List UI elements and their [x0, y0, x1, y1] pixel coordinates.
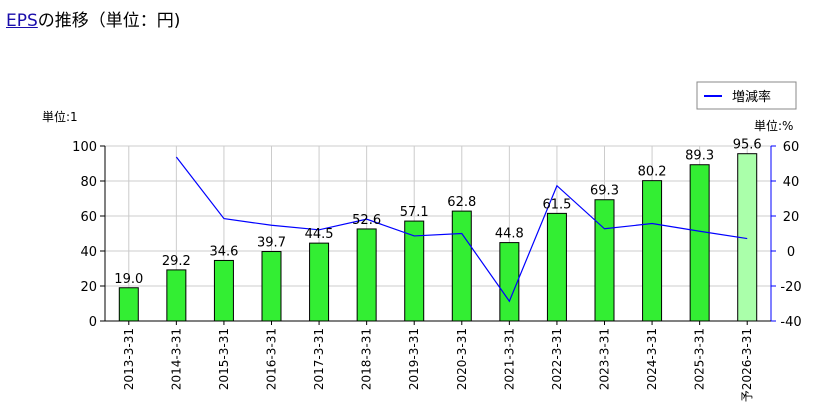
- left-tick-label: 0: [89, 315, 97, 330]
- left-tick-label: 80: [80, 175, 97, 190]
- legend: 増減率: [696, 81, 797, 110]
- bar: [689, 164, 710, 322]
- bar: [261, 251, 282, 322]
- x-tick-label: 2019-3-31: [407, 328, 421, 390]
- x-tick-label: 2024-3-31: [645, 328, 659, 390]
- bar: [166, 269, 187, 322]
- x-tick-label: 2017-3-31: [312, 328, 326, 390]
- bar-value-label: 52.6: [352, 213, 381, 228]
- x-tick-label: 2022-3-31: [550, 328, 564, 390]
- right-tick-label: -20: [780, 280, 801, 295]
- x-tick-label: 2016-3-31: [265, 328, 279, 390]
- bar-value-label: 89.3: [685, 149, 714, 164]
- bar: [594, 199, 615, 322]
- bar: [546, 212, 567, 322]
- bar-value-label: 57.1: [400, 205, 429, 220]
- right-tick-label: 60: [783, 140, 800, 155]
- axes: 0 20 40 60 80 100 -40 -20 0 20 40 60 2013-3-31 2014-3…: [72, 140, 801, 402]
- page-title: EPSの推移（単位：円): [6, 6, 180, 31]
- growth-rate-line: [175, 156, 748, 303]
- bar: [309, 242, 330, 322]
- bar-value-label: 69.3: [590, 184, 619, 199]
- bar-value-label: 95.6: [733, 138, 762, 153]
- right-tick-label: 0: [787, 245, 795, 260]
- x-tick-label: 2014-3-31: [169, 328, 183, 390]
- bar-value-label: 34.6: [209, 244, 238, 259]
- right-axis-unit: 単位:%: [754, 118, 793, 133]
- left-tick-label: 20: [80, 280, 97, 295]
- bar-value-label: 44.8: [495, 227, 524, 242]
- bar: [451, 210, 472, 322]
- x-tick-label: 2013-3-31: [122, 328, 136, 390]
- bar-value-label: 62.8: [447, 195, 476, 210]
- bar-value-label: 44.5: [305, 227, 334, 242]
- bar: [356, 228, 377, 322]
- bar-value-label: 61.5: [542, 197, 571, 212]
- x-tick-label: 予2026-3-31: [740, 328, 754, 402]
- left-tick-label: 100: [72, 140, 97, 155]
- eps-link[interactable]: EPS: [6, 11, 38, 31]
- bar: [118, 287, 139, 322]
- x-tick-label: 2021-3-31: [502, 328, 516, 390]
- bar-value-label: 29.2: [162, 254, 191, 269]
- right-tick-label: 20: [783, 210, 800, 225]
- bars: [118, 153, 758, 322]
- bar: [499, 242, 520, 322]
- bar: [213, 259, 234, 322]
- grid-lines: [105, 145, 771, 322]
- bar-value-label: 39.7: [257, 236, 286, 251]
- left-tick-label: 40: [80, 245, 97, 260]
- x-tick-label: 2015-3-31: [217, 328, 231, 390]
- x-tick-label: 2025-3-31: [693, 328, 707, 390]
- left-axis-unit: 単位:1: [42, 109, 78, 124]
- legend-label: 増減率: [732, 89, 771, 105]
- x-tick-label: 2023-3-31: [598, 328, 612, 390]
- right-tick-label: 40: [783, 175, 800, 190]
- growth-line: [175, 156, 748, 303]
- data-labels: 19.0 29.2 34.6 39.7 44.5 52.6 57.1 62.8 44.8 61.5…: [114, 138, 761, 287]
- bar-value-label: 19.0: [114, 272, 143, 287]
- left-tick-label: 60: [80, 210, 97, 225]
- bar: [642, 180, 663, 322]
- x-tick-label: 2018-3-31: [360, 328, 374, 390]
- title-text: の推移（単位：円): [37, 11, 181, 31]
- right-tick-label: -40: [780, 315, 801, 330]
- bar-value-label: 80.2: [638, 165, 667, 180]
- x-tick-label: 2020-3-31: [455, 328, 469, 390]
